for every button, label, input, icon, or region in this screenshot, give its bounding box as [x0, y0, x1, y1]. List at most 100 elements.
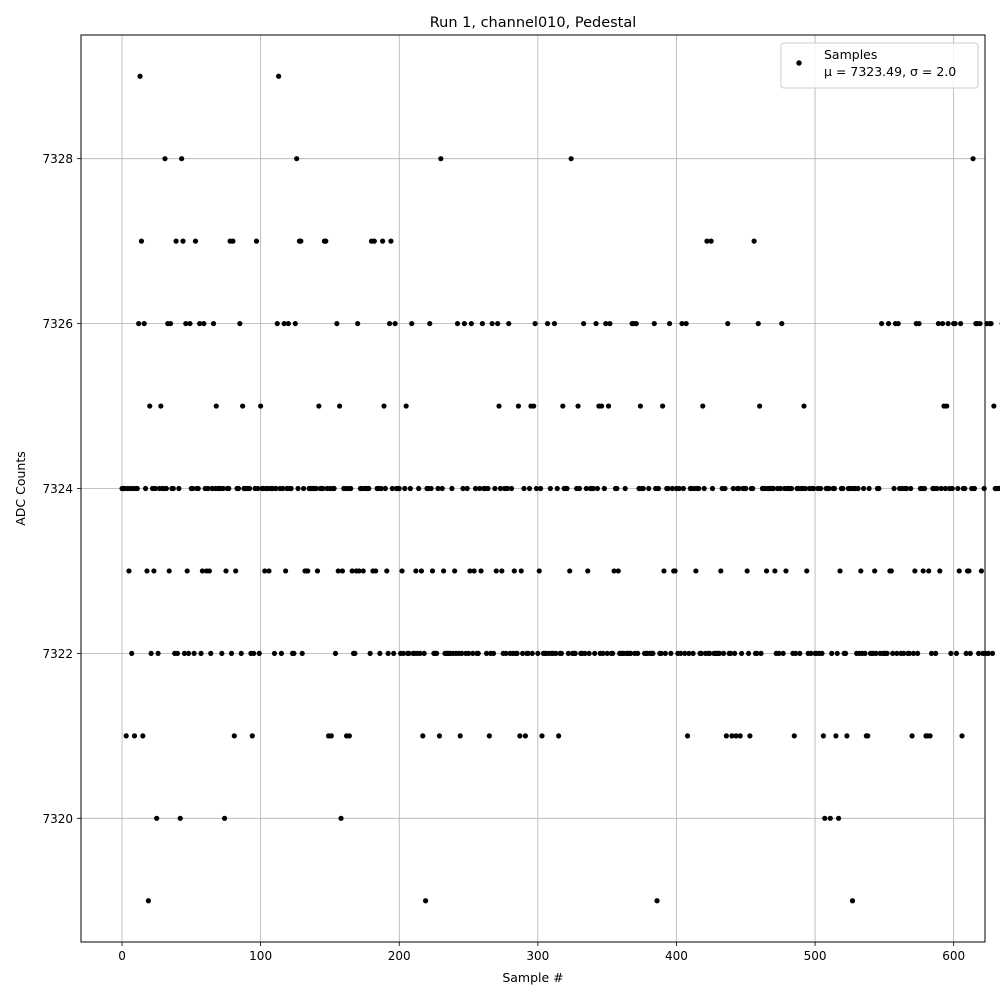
data-point [328, 733, 334, 739]
data-point [962, 485, 968, 492]
data-point [282, 568, 289, 574]
data-point [348, 485, 354, 492]
data-point [658, 650, 664, 657]
data-point [565, 650, 571, 657]
data-point [422, 898, 429, 904]
data-point [716, 650, 723, 657]
data-point [722, 485, 728, 492]
data-point [601, 485, 607, 492]
data-point [553, 650, 559, 657]
data-point [572, 650, 578, 657]
data-point [298, 238, 304, 244]
data-point [231, 733, 237, 739]
data-point [797, 650, 803, 657]
data-point [650, 650, 656, 657]
data-point [191, 650, 197, 657]
data-point [262, 568, 268, 574]
data-point [371, 238, 377, 244]
data-point [199, 568, 206, 574]
data-point [604, 650, 610, 657]
data-point [517, 733, 523, 739]
data-point [134, 485, 140, 492]
data-point [292, 320, 298, 327]
data-point [615, 568, 621, 574]
data-point [208, 650, 214, 657]
data-point [860, 485, 867, 492]
data-point [808, 650, 814, 657]
data-point [129, 650, 135, 657]
data-point [747, 733, 753, 739]
data-point [935, 320, 942, 327]
x-tick-label: 200 [388, 949, 411, 963]
data-point [332, 650, 339, 657]
data-point [274, 320, 280, 327]
data-point [842, 650, 849, 657]
data-point [538, 485, 544, 492]
data-point [126, 568, 132, 574]
data-points [119, 73, 1000, 904]
data-point [235, 485, 242, 492]
data-point [603, 320, 609, 327]
data-point [901, 650, 907, 657]
data-point [492, 485, 498, 492]
data-point [827, 815, 833, 821]
data-point [352, 650, 358, 657]
data-point [382, 485, 388, 492]
data-point [434, 650, 440, 657]
data-point [977, 320, 983, 327]
data-point [258, 403, 264, 409]
data-point [736, 485, 742, 492]
data-point [669, 485, 675, 492]
data-point [170, 485, 176, 492]
data-point [988, 320, 994, 327]
data-point [206, 568, 212, 574]
data-point [497, 485, 504, 492]
data-point [421, 650, 427, 657]
data-point [349, 568, 355, 574]
data-point [223, 568, 229, 574]
data-point [576, 485, 583, 492]
x-tick-label: 600 [942, 949, 965, 963]
data-point [148, 650, 154, 657]
data-point [402, 485, 408, 492]
data-point [556, 733, 562, 739]
data-point [683, 320, 689, 327]
data-point [834, 650, 840, 657]
data-point [479, 320, 486, 327]
data-point [222, 815, 228, 821]
data-point [594, 485, 601, 492]
data-point [273, 485, 279, 492]
data-point [281, 320, 287, 327]
data-point [776, 650, 782, 657]
data-point [772, 568, 778, 574]
data-point [162, 156, 168, 162]
data-point [392, 320, 398, 327]
data-point [521, 485, 527, 492]
data-point [525, 650, 531, 657]
data-point [818, 485, 824, 492]
data-point [704, 238, 710, 244]
data-point [628, 650, 634, 657]
data-point [640, 485, 646, 492]
data-point [544, 320, 551, 327]
data-point [192, 238, 199, 244]
data-point [826, 485, 832, 492]
data-point [732, 650, 738, 657]
data-point [529, 650, 535, 657]
data-point [791, 733, 797, 739]
data-point [522, 733, 528, 739]
data-point [963, 650, 969, 657]
data-point [123, 733, 129, 739]
data-point [535, 650, 541, 657]
data-point [819, 650, 825, 657]
data-point [493, 568, 499, 574]
data-point [580, 320, 587, 327]
data-point [876, 485, 882, 492]
data-point [933, 650, 939, 657]
data-point [504, 485, 510, 492]
data-point [560, 403, 566, 409]
data-point [754, 650, 760, 657]
data-point [152, 485, 158, 492]
data-point [978, 568, 985, 574]
data-point [637, 403, 644, 409]
